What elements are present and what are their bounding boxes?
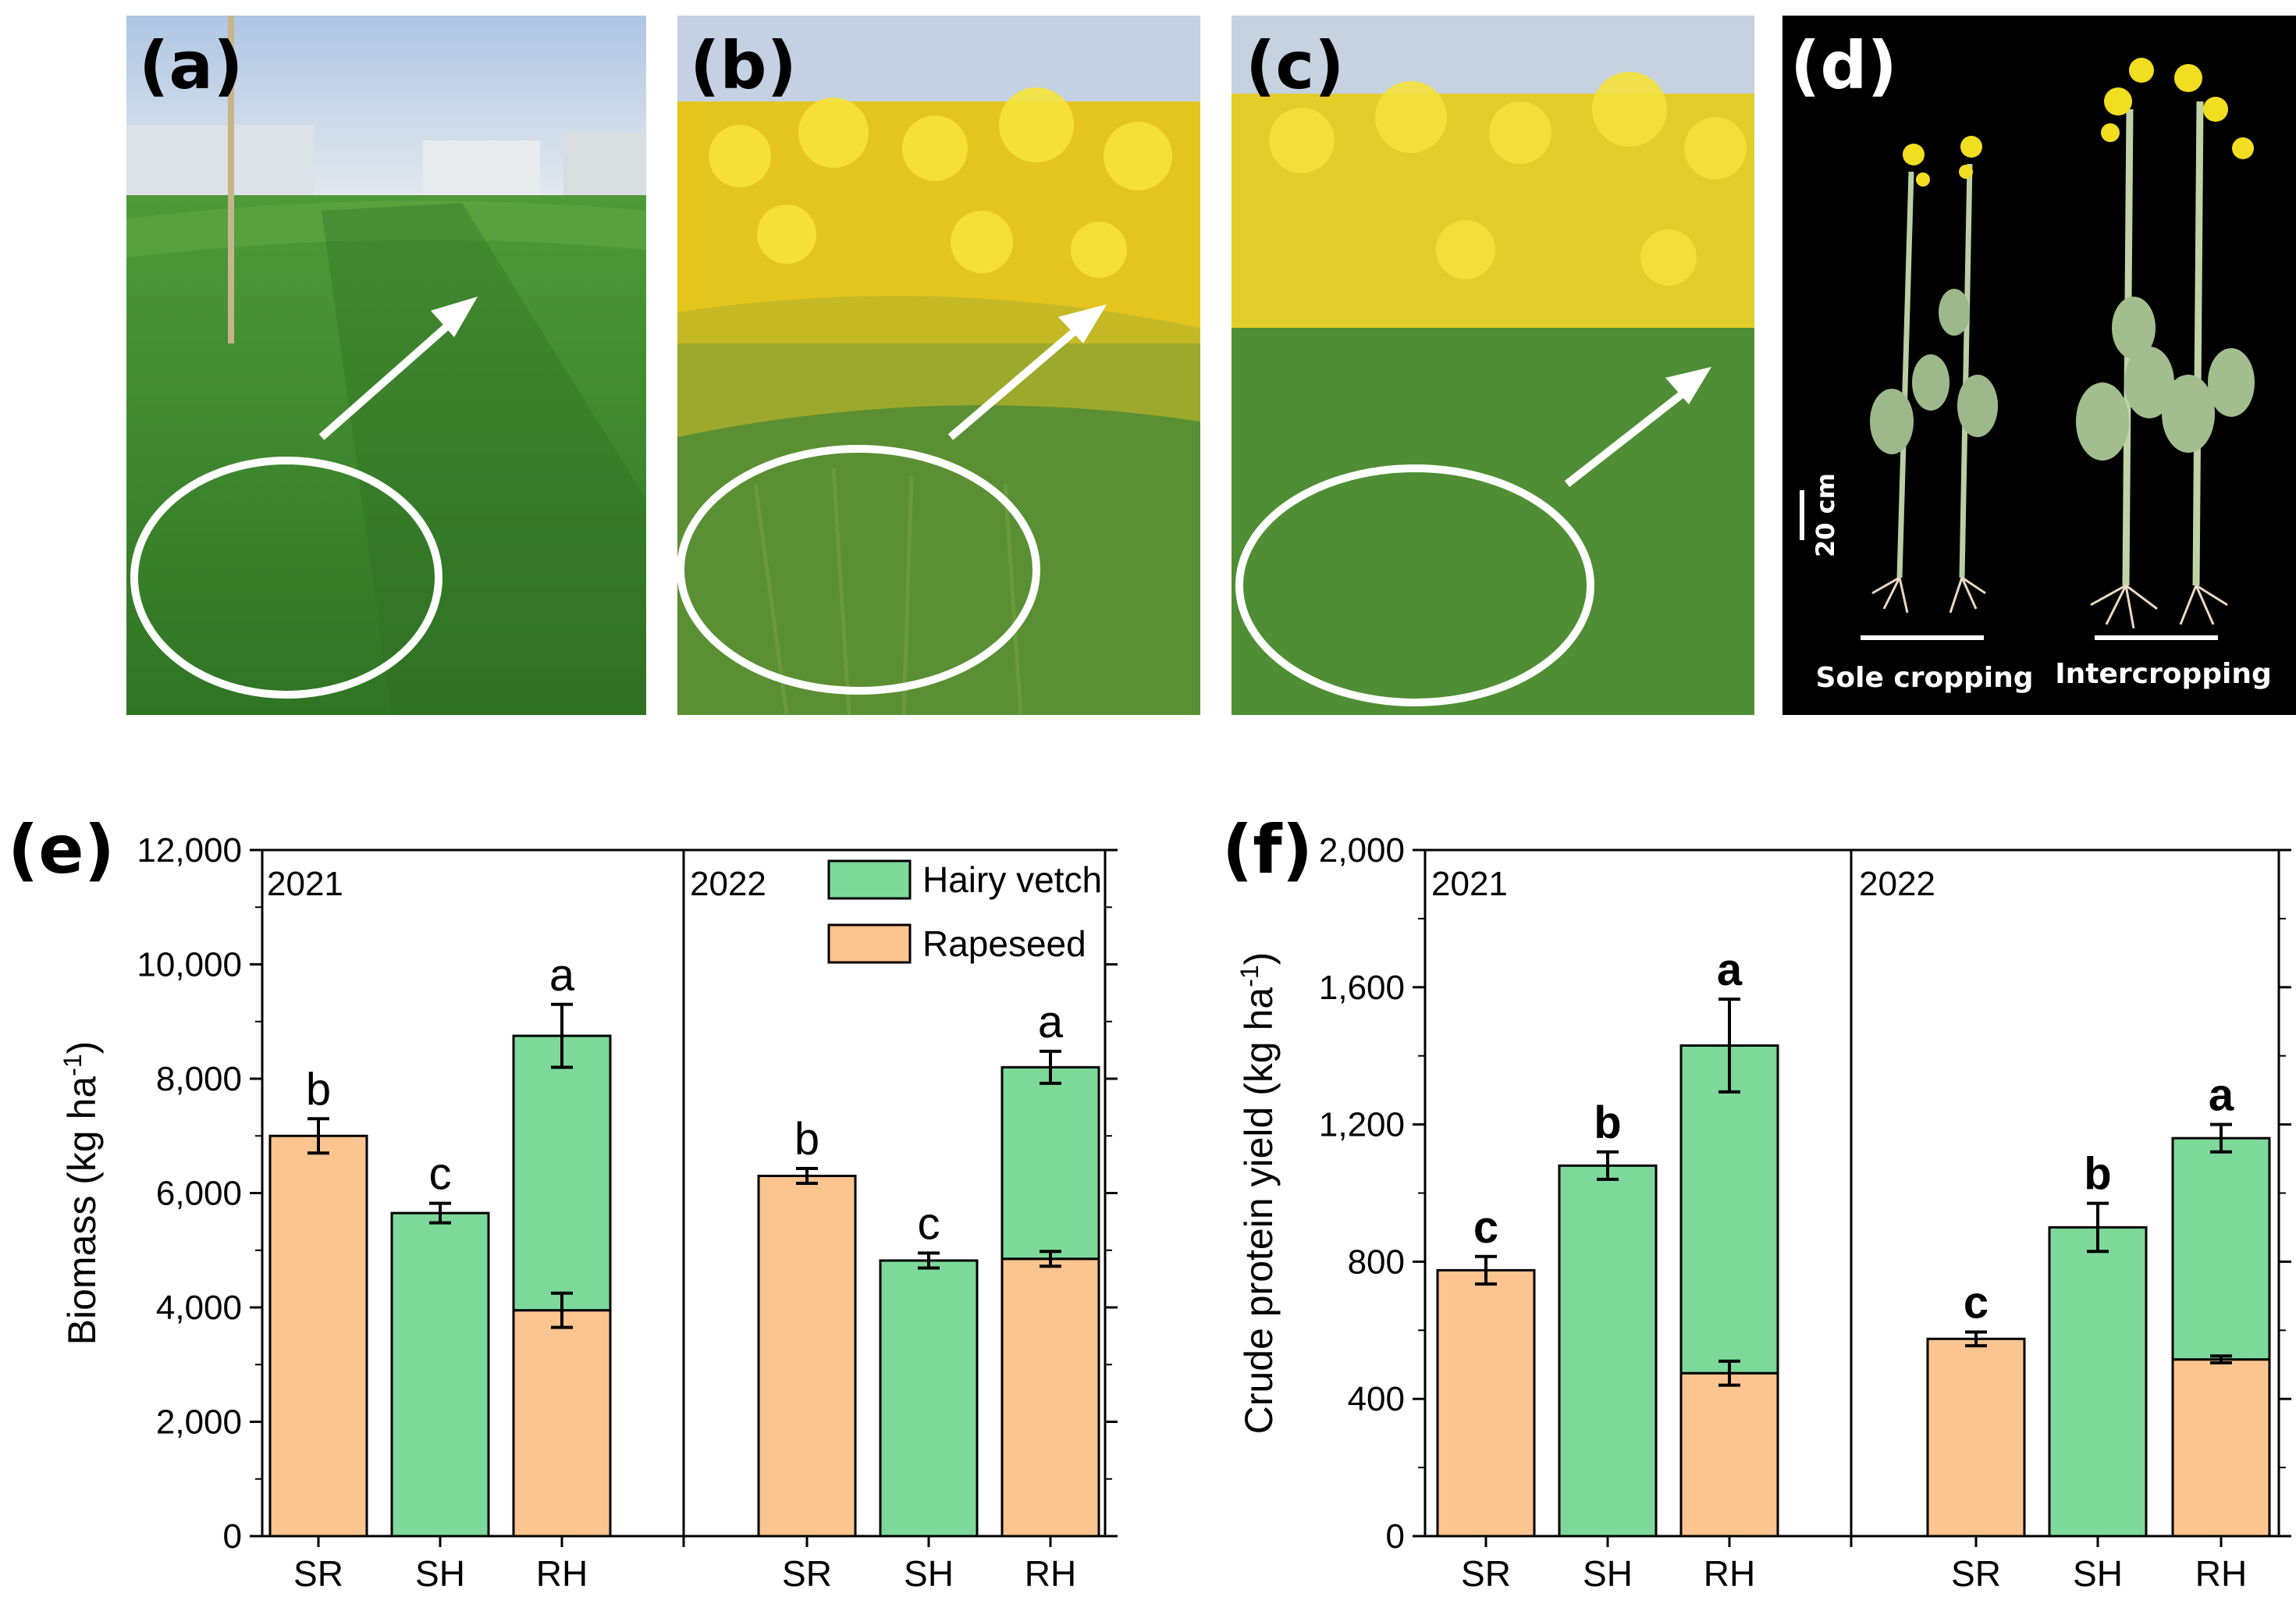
y-tick-label: 2,000: [1319, 831, 1405, 870]
significance-letter: a: [549, 950, 575, 1001]
significance-letter: b: [306, 1064, 331, 1115]
x-tick-label: SR: [1951, 1553, 2001, 1594]
crude-protein-chart: 0 400 800 1,200 1,600 2,000 Crude protein yiel…: [1171, 781, 2296, 1597]
bar-hairy-vetch: [1001, 1065, 1100, 1261]
y-axis-label-sup: -1: [1235, 965, 1264, 987]
y-tick-label: 400: [1348, 1380, 1405, 1418]
sole-plants-image: [1870, 136, 1998, 614]
y-axis-label-close: ): [1237, 952, 1281, 966]
x-tick-label: SH: [2073, 1553, 2123, 1594]
bar-rapeseed: [2171, 1358, 2271, 1538]
x-tick-label: SR: [293, 1553, 343, 1594]
photo-panel-a: [126, 16, 646, 715]
bar-rapeseed: [1001, 1257, 1100, 1538]
intercrop-plants-image: [2076, 58, 2255, 629]
y-axis-label: Biomass (kg ha-1): [59, 1041, 104, 1346]
y-axis-label-sup: -1: [59, 1054, 87, 1076]
significance-letter: a: [1038, 997, 1064, 1047]
bar-rapeseed: [512, 1309, 612, 1538]
panel-label: (f): [1222, 811, 1313, 889]
bar-hairy-vetch: [1558, 1164, 1658, 1538]
y-tick-label: 10,000: [137, 946, 242, 984]
bar-rapeseed: [757, 1175, 857, 1538]
legend-label: Hairy vetch: [922, 859, 1102, 900]
bar-rapeseed: [1436, 1268, 1536, 1538]
x-tick-label: RH: [536, 1553, 588, 1594]
x-tick-label: SR: [1461, 1553, 1511, 1594]
panel-label-c: (c): [1246, 27, 1345, 104]
year-label: 2021: [267, 865, 343, 903]
photo-panel-c: [1232, 16, 1754, 715]
legend-label: Rapeseed: [922, 923, 1086, 964]
bar-rapeseed: [1679, 1371, 1779, 1538]
bar-hairy-vetch: [879, 1259, 979, 1538]
year-label: 2022: [1859, 865, 1935, 903]
significance-letter: b: [794, 1114, 819, 1165]
y-tick-label: 2,000: [156, 1403, 242, 1442]
x-tick-label: SR: [782, 1553, 832, 1594]
y-axis-label-close: ): [60, 1041, 104, 1055]
bar-hairy-vetch: [390, 1211, 490, 1538]
sole-cropping-label: Sole cropping: [1815, 662, 2033, 694]
bar-rapeseed: [268, 1134, 368, 1538]
significance-letter: c: [1964, 1277, 1989, 1328]
significance-letter: b: [2084, 1149, 2111, 1200]
y-tick-label: 0: [1386, 1517, 1405, 1556]
x-tick-label: RH: [2195, 1553, 2247, 1594]
y-axis-label-text: Crude protein yield (kg ha: [1237, 987, 1281, 1435]
significance-letter: c: [1473, 1202, 1498, 1253]
bar-hairy-vetch: [512, 1034, 612, 1312]
significance-letter: a: [1717, 944, 1743, 995]
panel-label-b: (b): [690, 27, 797, 104]
intercropping-label: Intercropping: [2055, 658, 2272, 690]
y-tick-label: 800: [1348, 1243, 1405, 1281]
panel-label-d: (d): [1790, 27, 1897, 104]
y-tick-label: 6,000: [156, 1175, 242, 1213]
y-axis-label: Crude protein yield (kg ha-1): [1235, 952, 1281, 1435]
x-tick-label: RH: [1025, 1553, 1076, 1594]
bar-hairy-vetch: [2171, 1136, 2271, 1361]
y-tick-label: 12,000: [137, 831, 242, 870]
y-axis-label-text: Biomass (kg ha: [60, 1076, 104, 1346]
y-tick-label: 4,000: [156, 1289, 242, 1327]
legend-swatch: [827, 859, 912, 900]
bar-hairy-vetch: [2048, 1225, 2148, 1538]
biomass-chart: 0 2,000 4,000 6,000 8,000 10,000 12,000 Biomass…: [0, 781, 1124, 1597]
y-tick-label: 1,200: [1319, 1106, 1405, 1144]
year-label: 2022: [690, 865, 766, 903]
significance-letter: a: [2209, 1070, 2234, 1121]
photo-panel-d: 20 cm Sole cropping Intercropping: [1782, 16, 2296, 715]
scale-label: 20 cm: [1811, 473, 1840, 557]
x-tick-label: RH: [1704, 1553, 1755, 1594]
y-tick-label: 8,000: [156, 1060, 242, 1098]
significance-letter: b: [1594, 1097, 1621, 1148]
photo-panel-b: [677, 16, 1200, 715]
y-tick-label: 1,600: [1319, 969, 1405, 1007]
legend-swatch: [827, 923, 912, 964]
bar-rapeseed: [1926, 1337, 2026, 1538]
panel-label-a: (a): [139, 27, 243, 104]
significance-letter: c: [918, 1198, 940, 1249]
year-label: 2021: [1431, 865, 1508, 903]
significance-letter: c: [429, 1149, 452, 1200]
panel-label: (e): [8, 811, 115, 889]
x-tick-label: SH: [904, 1553, 954, 1594]
x-tick-label: SH: [415, 1553, 465, 1594]
y-tick-label: 0: [223, 1517, 242, 1556]
x-tick-label: SH: [1583, 1553, 1633, 1594]
bar-hairy-vetch: [1679, 1044, 1779, 1375]
